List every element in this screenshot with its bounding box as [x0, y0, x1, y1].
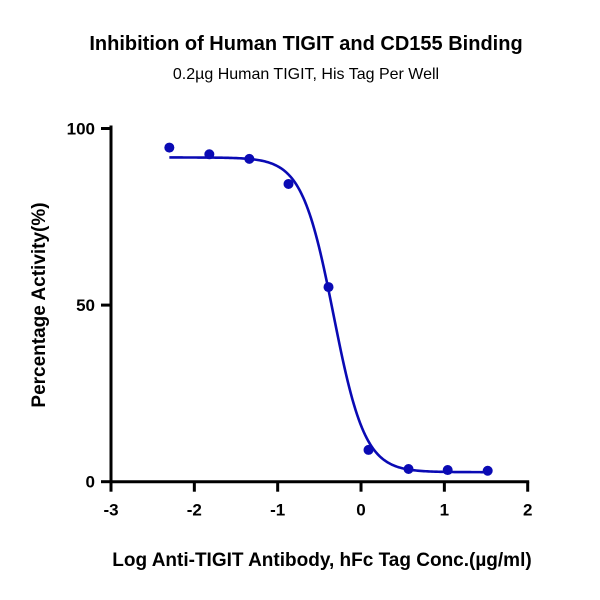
chart-title: Inhibition of Human TIGIT and CD155 Bind… — [89, 33, 522, 55]
y-tick-label: 0 — [86, 473, 95, 492]
y-axis-label: Percentage Activity(%) — [29, 202, 50, 407]
data-point — [442, 465, 453, 476]
x-tick-label: 0 — [356, 501, 365, 520]
data-point — [244, 153, 255, 164]
x-axis-ticks: -3 -2 -1 0 1 2 — [103, 481, 532, 520]
axes — [109, 125, 530, 484]
x-axis-label: Log Anti-TIGIT Antibody, hFc Tag Conc.(µ… — [112, 550, 531, 571]
data-point — [283, 178, 294, 189]
fit-curve-group — [169, 156, 488, 474]
data-point — [323, 282, 334, 293]
x-tick-label: 1 — [440, 501, 449, 520]
data-points — [164, 142, 493, 476]
x-tick-label: -1 — [270, 501, 285, 520]
x-tick-label: -2 — [187, 501, 202, 520]
x-tick-label: -3 — [103, 501, 118, 520]
y-tick-label: 50 — [76, 296, 95, 315]
data-point — [204, 149, 215, 160]
chart-subtitle: 0.2µg Human TIGIT, His Tag Per Well — [173, 66, 439, 83]
data-point — [164, 142, 175, 153]
data-point — [363, 444, 374, 455]
fit-curve — [169, 156, 488, 474]
data-point — [403, 463, 414, 474]
y-axis-ticks: 0 50 100 — [67, 120, 111, 492]
data-point — [482, 465, 493, 476]
y-tick-label: 100 — [67, 120, 95, 139]
x-tick-label: 2 — [523, 501, 532, 520]
